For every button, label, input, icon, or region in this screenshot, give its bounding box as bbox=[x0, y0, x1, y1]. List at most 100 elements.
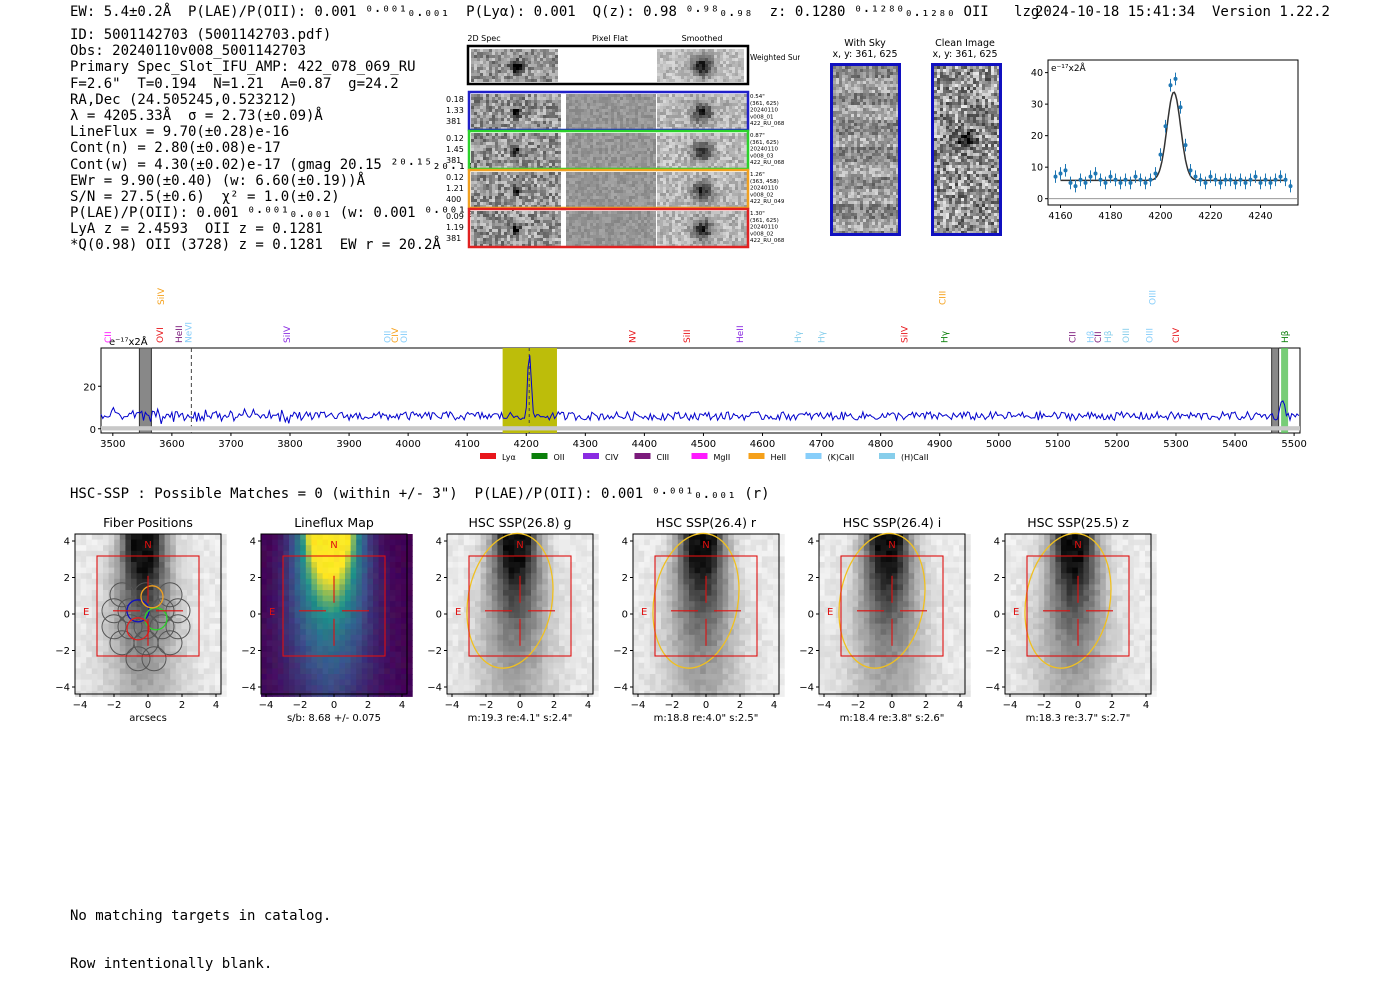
footer-line-2: Row intentionally blank. bbox=[70, 956, 331, 972]
compass-e: E bbox=[827, 607, 833, 618]
cutout-right-info: v008_01 bbox=[750, 114, 774, 120]
legend-swatch bbox=[879, 453, 895, 459]
masked-region bbox=[139, 348, 151, 433]
spec-xtick: 5400 bbox=[1222, 439, 1247, 450]
fit-point bbox=[1224, 178, 1228, 182]
panel-ytick: 0 bbox=[622, 610, 628, 621]
cutout-right-info: (361, 625) bbox=[750, 101, 779, 107]
fit-point bbox=[1164, 124, 1168, 128]
panel-xtick: 2 bbox=[923, 700, 929, 711]
cutout-right-info: 422_RU_068 bbox=[750, 160, 785, 166]
fit-ytick: 30 bbox=[1031, 100, 1043, 111]
panel-ytick: 0 bbox=[250, 610, 256, 621]
panel-xtick: −2 bbox=[479, 700, 494, 711]
fit-point bbox=[1104, 181, 1108, 185]
cutout-right-info: 0.87" bbox=[750, 133, 765, 139]
spec-xtick: 5100 bbox=[1045, 439, 1070, 450]
panel-ytick: 4 bbox=[64, 537, 70, 548]
emission-line-label: NV bbox=[629, 329, 639, 343]
cutout-left-stat: 1.45 bbox=[446, 145, 464, 154]
emission-line-label: Hβ bbox=[1281, 330, 1291, 343]
clean-image bbox=[931, 63, 1003, 236]
panel-ytick: −4 bbox=[55, 683, 70, 694]
panel-ytick: −2 bbox=[985, 646, 1000, 657]
fit-point bbox=[1174, 77, 1178, 81]
legend-label: Lyα bbox=[502, 453, 516, 462]
cutout-left-stat: 400 bbox=[446, 195, 461, 204]
compass-e: E bbox=[83, 607, 89, 618]
fit-point bbox=[1284, 178, 1288, 182]
with-sky-image bbox=[830, 63, 902, 236]
fit-point bbox=[1079, 178, 1083, 182]
panel-xtick: 4 bbox=[1143, 700, 1149, 711]
cutout-left-stat: 0.12 bbox=[446, 173, 464, 182]
fit-point bbox=[1149, 178, 1153, 182]
fit-point bbox=[1289, 184, 1293, 188]
panel-xtick: 0 bbox=[331, 700, 337, 711]
panel-ytick: 4 bbox=[436, 537, 442, 548]
fit-point bbox=[1134, 175, 1138, 179]
emission-line-label: CII bbox=[104, 331, 114, 343]
panel-xtick: −4 bbox=[445, 700, 460, 711]
fit-point bbox=[1179, 105, 1183, 109]
spec-ytick: 0 bbox=[90, 425, 96, 436]
spec-xtick: 3700 bbox=[218, 439, 243, 450]
emission-line-label: OIII bbox=[1122, 328, 1132, 343]
legend-swatch bbox=[532, 453, 548, 459]
fit-point bbox=[1214, 178, 1218, 182]
fit-point bbox=[1234, 181, 1238, 185]
compass-e: E bbox=[269, 607, 275, 618]
spec-xtick: 3500 bbox=[100, 439, 125, 450]
fit-unit-label: e⁻¹⁷x2Å bbox=[1051, 62, 1087, 74]
panel-xtick: −4 bbox=[817, 700, 832, 711]
panel-title: HSC SSP(26.4) i bbox=[843, 515, 941, 530]
emission-line-label: OIII bbox=[1148, 290, 1158, 305]
fit-point bbox=[1119, 181, 1123, 185]
emission-line-label: SiIV bbox=[900, 325, 910, 343]
hsc-summary: HSC-SSP : Possible Matches = 0 (within +… bbox=[70, 486, 770, 502]
fit-point bbox=[1054, 175, 1058, 179]
panel-xtick: −4 bbox=[259, 700, 274, 711]
panel-xtick: 4 bbox=[771, 700, 777, 711]
fit-point bbox=[1069, 181, 1073, 185]
compass-n: N bbox=[330, 540, 337, 551]
emission-line-label: Hγ bbox=[794, 330, 804, 343]
emission-line-label: CII bbox=[1094, 331, 1104, 343]
emission-line-label: OIII bbox=[1145, 328, 1155, 343]
legend-swatch bbox=[692, 453, 708, 459]
fit-point bbox=[1089, 175, 1093, 179]
spec-xtick: 4500 bbox=[691, 439, 716, 450]
emission-line-label: CIII bbox=[939, 291, 949, 305]
fit-point bbox=[1219, 181, 1223, 185]
panel-ytick: −4 bbox=[985, 683, 1000, 694]
panel-ytick: 0 bbox=[64, 610, 70, 621]
spec-ytick: 20 bbox=[83, 382, 96, 393]
spec-xtick: 4000 bbox=[395, 439, 420, 450]
panel-caption: m:18.4 re:3.8" s:2.6" bbox=[840, 713, 945, 724]
fit-xtick: 4240 bbox=[1248, 211, 1272, 222]
fit-point bbox=[1259, 181, 1263, 185]
cutout-right-info: v008_02 bbox=[750, 231, 774, 237]
panel-xtick: 0 bbox=[1075, 700, 1081, 711]
fit-point bbox=[1249, 178, 1253, 182]
panel-xtick: 4 bbox=[399, 700, 405, 711]
panel-ytick: −2 bbox=[427, 646, 442, 657]
fit-point bbox=[1094, 171, 1098, 175]
panel-xtick: −4 bbox=[73, 700, 88, 711]
panel-caption: m:19.3 re:4.1" s:2.4" bbox=[468, 713, 573, 724]
footer-line-1: No matching targets in catalog. bbox=[70, 908, 331, 924]
panel-ytick: 4 bbox=[250, 537, 256, 548]
panel-title: HSC SSP(26.4) r bbox=[656, 515, 757, 530]
legend-label: CIV bbox=[605, 453, 619, 462]
emission-line-label: SiIV bbox=[283, 325, 293, 343]
compass-e: E bbox=[455, 607, 461, 618]
panel-ytick: −4 bbox=[427, 683, 442, 694]
cutout-right-info: (361, 625) bbox=[750, 218, 779, 224]
